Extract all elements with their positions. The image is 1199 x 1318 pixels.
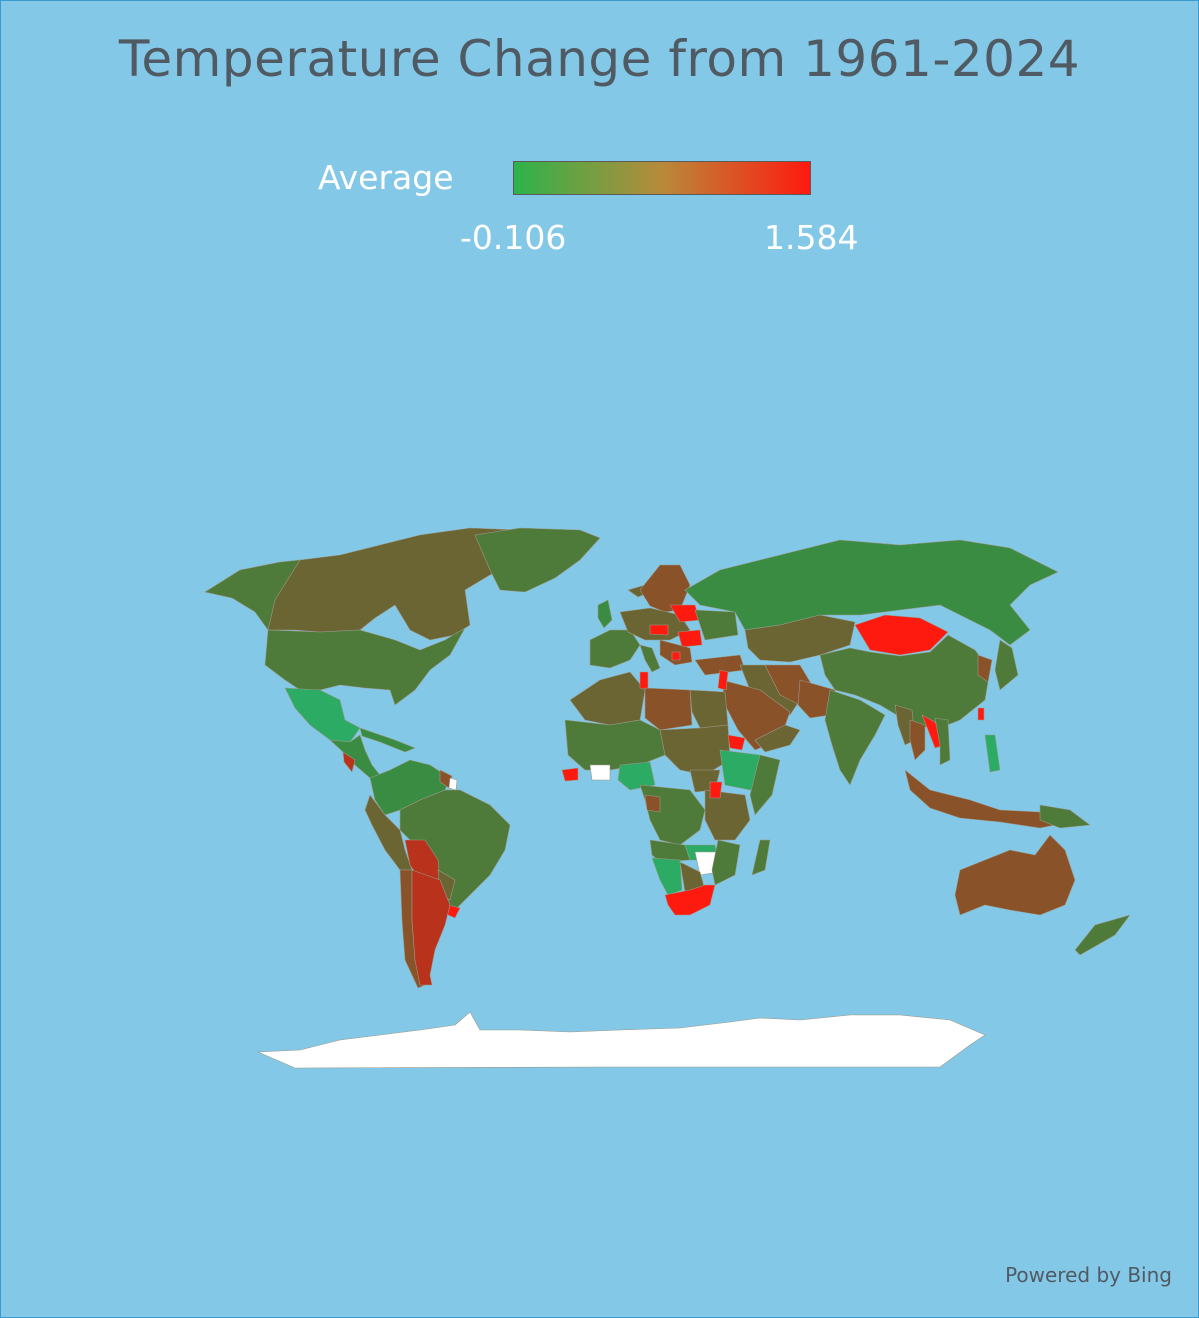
- region-vietnam[interactable]: [934, 717, 951, 766]
- region-new-zealand[interactable]: [1074, 914, 1131, 956]
- region-czechia[interactable]: [649, 624, 669, 636]
- region-west-sahel[interactable]: [564, 719, 666, 771]
- region-france-spain[interactable]: [589, 629, 641, 669]
- region-libya[interactable]: [644, 687, 693, 731]
- region-eritrea[interactable]: [727, 734, 746, 751]
- region-alaska[interactable]: [204, 559, 301, 631]
- region-central-africa[interactable]: [639, 784, 706, 846]
- region-canada[interactable]: [204, 527, 546, 641]
- region-serbia[interactable]: [671, 651, 681, 661]
- region-taiwan[interactable]: [977, 707, 985, 721]
- region-japan[interactable]: [994, 639, 1019, 691]
- region-italy[interactable]: [639, 644, 661, 673]
- region-kazakhstan[interactable]: [744, 614, 856, 663]
- region-namibia[interactable]: [651, 857, 683, 896]
- region-chad-sudan[interactable]: [659, 724, 731, 776]
- legend-min-value: -0.106: [460, 218, 567, 257]
- region-central-america[interactable]: [329, 734, 381, 779]
- region-mozambique[interactable]: [711, 839, 741, 886]
- region-gabon[interactable]: [644, 794, 661, 813]
- region-australia[interactable]: [954, 834, 1076, 916]
- region-morocco-algeria[interactable]: [569, 671, 646, 726]
- region-afghanistan-pakistan[interactable]: [797, 679, 836, 719]
- region-madagascar[interactable]: [751, 839, 771, 876]
- region-yemen-oman[interactable]: [754, 724, 801, 753]
- region-kenya-tanzania[interactable]: [704, 789, 751, 841]
- region-uk[interactable]: [597, 599, 613, 629]
- region-china[interactable]: [819, 634, 991, 731]
- legend-label: Average: [318, 158, 454, 197]
- region-egypt[interactable]: [689, 689, 729, 729]
- region-thailand[interactable]: [909, 719, 926, 761]
- credit-text: Powered by Bing: [1005, 1263, 1172, 1287]
- region-korea[interactable]: [977, 654, 993, 683]
- region-caribbean[interactable]: [359, 727, 416, 753]
- region-antarctica[interactable]: [257, 1011, 986, 1069]
- region-romania[interactable]: [677, 629, 703, 648]
- region-mexico[interactable]: [284, 687, 361, 743]
- region-ghana[interactable]: [589, 764, 611, 781]
- region-argentina[interactable]: [411, 869, 451, 986]
- region-tunisia[interactable]: [639, 671, 649, 691]
- region-somalia[interactable]: [749, 754, 781, 816]
- region-south-africa[interactable]: [664, 884, 716, 916]
- legend-color-scale: [513, 161, 811, 195]
- legend-max-value: 1.584: [764, 218, 859, 257]
- region-philippines[interactable]: [984, 734, 1001, 773]
- region-india[interactable]: [824, 689, 886, 786]
- region-french-guiana[interactable]: [448, 777, 458, 791]
- region-uganda[interactable]: [709, 781, 723, 799]
- region-greenland[interactable]: [474, 527, 601, 593]
- region-levant[interactable]: [717, 669, 729, 691]
- region-mongolia[interactable]: [854, 614, 949, 656]
- region-costa-rica[interactable]: [342, 751, 356, 773]
- region-papua-new-guinea[interactable]: [1039, 804, 1091, 829]
- map-title: Temperature Change from 1961-2024: [118, 30, 1081, 88]
- region-senegal[interactable]: [561, 767, 579, 782]
- region-ukraine[interactable]: [694, 609, 739, 641]
- region-scandinavia[interactable]: [639, 564, 691, 613]
